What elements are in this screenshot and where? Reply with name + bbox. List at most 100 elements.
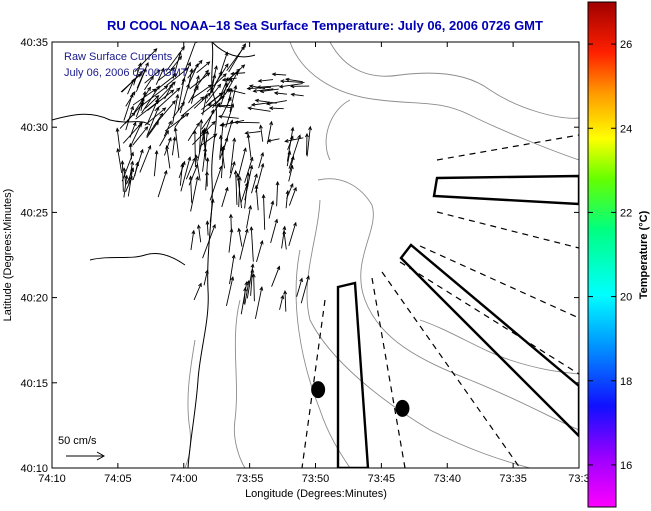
vector-shaft <box>183 96 204 115</box>
vector-head <box>130 160 135 166</box>
vector-shaft <box>220 146 225 179</box>
vector-head <box>237 176 242 181</box>
current-vector <box>115 127 121 152</box>
current-vector <box>285 189 290 209</box>
vector-shaft <box>267 121 273 144</box>
vector-head <box>229 87 233 93</box>
vector-shaft <box>221 97 232 116</box>
current-vector <box>271 265 281 287</box>
vector-shaft <box>229 255 235 285</box>
vector-head <box>147 86 151 91</box>
vector-shaft <box>244 173 249 209</box>
vector-shaft <box>285 78 303 83</box>
current-vector <box>139 144 152 173</box>
current-vector <box>173 127 180 159</box>
vector-head <box>268 106 274 111</box>
current-vector <box>165 46 185 72</box>
vector-head <box>162 107 167 112</box>
current-vector <box>220 145 226 179</box>
vector-shaft <box>263 194 266 230</box>
vector-shaft <box>119 112 136 129</box>
vector-head <box>217 83 222 88</box>
vector-head <box>218 134 223 140</box>
vector-shaft <box>132 126 148 146</box>
vector-head <box>248 204 252 210</box>
current-vector <box>145 94 160 109</box>
transect-line <box>419 245 579 319</box>
vector-shaft <box>191 84 212 100</box>
transect-line <box>381 271 521 468</box>
vector-shaft <box>190 230 195 251</box>
vector-head <box>181 160 186 166</box>
vector-shaft <box>165 46 185 72</box>
vector-shaft <box>123 93 133 121</box>
vector-head <box>142 90 147 96</box>
vector-shaft <box>153 150 158 177</box>
study-box <box>399 243 579 438</box>
vector-head <box>154 149 159 155</box>
vector-shaft <box>240 281 248 315</box>
vector-head <box>194 62 199 68</box>
station-marker <box>395 399 410 417</box>
vector-head <box>257 78 263 83</box>
vector-shaft <box>172 102 185 119</box>
vector-shaft <box>117 148 123 173</box>
vector-shaft <box>279 83 303 88</box>
vector-shaft <box>244 157 253 183</box>
vector-head <box>171 100 176 105</box>
vector-shaft <box>226 88 233 108</box>
current-vector <box>203 269 209 286</box>
vector-head <box>188 175 193 180</box>
current-vector <box>155 67 165 85</box>
vector-shaft <box>288 135 301 169</box>
vector-shaft <box>116 128 121 152</box>
vector-head <box>132 121 137 127</box>
vector-head <box>224 186 229 192</box>
vector-head <box>150 75 154 80</box>
vector-shaft <box>288 165 293 182</box>
current-vector <box>172 93 180 124</box>
vector-shaft <box>251 174 258 194</box>
vector-shaft <box>187 60 203 79</box>
scale-label: 50 cm/s <box>58 435 97 447</box>
study-boxes <box>336 174 579 468</box>
current-vector <box>140 90 147 111</box>
vector-shaft <box>179 84 190 114</box>
current-vector <box>281 225 287 249</box>
current-vector <box>180 156 192 192</box>
current-vector <box>123 93 134 121</box>
vector-shaft <box>141 85 160 114</box>
current-vector <box>226 87 233 108</box>
vector-head <box>224 51 229 56</box>
vector-head <box>194 163 199 169</box>
vector-shaft <box>253 274 255 302</box>
vector-shaft <box>209 166 222 201</box>
vector-head <box>244 280 249 286</box>
current-vector <box>246 263 255 299</box>
vector-head <box>131 90 136 96</box>
current-vector <box>256 85 280 90</box>
current-vector <box>296 277 303 297</box>
current-vector <box>191 84 213 100</box>
current-vector <box>147 112 164 135</box>
vector-head <box>173 127 178 132</box>
vector-head <box>159 112 164 117</box>
vector-shaft <box>253 88 274 92</box>
vector-shaft <box>256 240 263 262</box>
vector-shaft <box>229 64 245 80</box>
vector-shaft <box>220 52 228 73</box>
vector-shaft <box>147 113 163 135</box>
current-vector <box>230 71 246 76</box>
vector-head <box>168 120 172 125</box>
current-vector <box>240 182 249 203</box>
vector-head <box>180 46 185 51</box>
vector-shaft <box>276 181 279 207</box>
vector-shaft <box>158 67 175 81</box>
vector-shaft <box>229 85 237 113</box>
current-vector-field <box>115 42 312 319</box>
vector-shaft <box>128 161 134 185</box>
contour-line <box>325 99 351 161</box>
vector-head <box>237 227 242 233</box>
current-vector <box>141 85 160 114</box>
vector-shaft <box>198 225 202 243</box>
